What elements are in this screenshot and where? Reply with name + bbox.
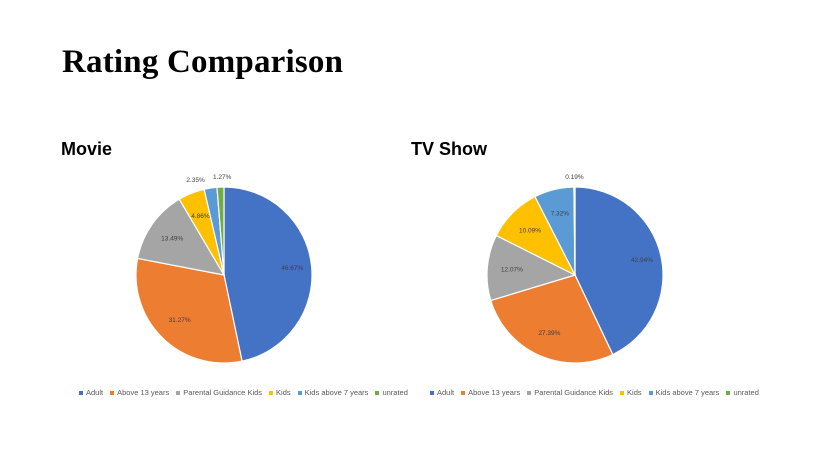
legend-label: unrated [733, 388, 759, 397]
tv-show-slice-above-13-years [490, 274, 614, 364]
legend-label: Adult [86, 388, 104, 397]
movie-data-label: 4.86% [191, 213, 210, 220]
legend-swatch [269, 390, 274, 395]
slide-title: Rating Comparison [62, 44, 344, 80]
legend-swatch [726, 390, 731, 395]
legend-label: Adult [437, 388, 455, 397]
movie-data-label: 2.35% [186, 177, 205, 184]
legend-label: Kids [627, 388, 642, 397]
legend-label: Parental Guidance Kids [534, 388, 614, 397]
legend-item: unrated [726, 388, 759, 397]
legend-swatch [648, 390, 653, 395]
legend-label: Kids above 7 years [655, 388, 720, 397]
legend-swatch [620, 390, 625, 395]
legend-swatch [176, 390, 181, 395]
legend-swatch [430, 390, 434, 395]
legend-swatch [297, 390, 302, 395]
legend-swatch [79, 390, 83, 395]
legend-label: Above 13 years [117, 388, 170, 397]
tv-show-data-label: 7.32% [551, 210, 570, 217]
legend-swatch [110, 390, 115, 395]
tv-show-slice-unrated [573, 186, 576, 276]
movie-chart-legend: Adult Above 13 years Parental Guidance Kid… [79, 388, 408, 397]
movie-slice-parental-guidance-kids [136, 198, 226, 276]
tv-show-data-label: 42.94% [631, 257, 653, 264]
legend-swatch [461, 390, 466, 395]
legend-item: Kids [620, 388, 642, 397]
tv-show-chart-legend: Adult Above 13 years Parental Guidance Kid… [430, 388, 759, 397]
legend-swatch [527, 390, 532, 395]
legend-label: unrated [382, 388, 408, 397]
legend-label: Above 13 years [468, 388, 521, 397]
legend-item: Kids above 7 years [648, 388, 720, 397]
legend-item: Adult [430, 388, 454, 397]
legend-item: Above 13 years [461, 388, 520, 397]
legend-swatch [375, 390, 380, 395]
tv-show-slice-parental-guidance-kids [486, 234, 577, 302]
legend-label: Kids [276, 388, 291, 397]
tv-show-data-label: 27.39% [538, 330, 560, 337]
legend-item: Kids above 7 years [297, 388, 369, 397]
legend-label: Kids above 7 years [304, 388, 369, 397]
legend-item: Adult [79, 388, 103, 397]
legend-item: Kids [269, 388, 291, 397]
movie-slice-above-13-years [135, 257, 243, 364]
movie-slice-unrated [216, 186, 225, 276]
movie-data-label: 13.49% [161, 236, 183, 243]
tv-show-data-label: 12.07% [501, 267, 523, 274]
movie-data-label: 1.27% [213, 174, 232, 181]
tv-show-chart-title: TV Show [411, 139, 487, 159]
tv-show-data-label: 10.09% [519, 227, 541, 234]
movie-chart-title: Movie [61, 139, 113, 159]
legend-label: Parental Guidance Kids [183, 388, 263, 397]
legend-item: Parental Guidance Kids [527, 388, 613, 397]
movie-slice-adult [223, 186, 313, 362]
tv-show-data-label: 0.19% [565, 174, 584, 181]
legend-item: Parental Guidance Kids [176, 388, 262, 397]
legend-item: unrated [375, 388, 408, 397]
movie-data-label: 46.67% [281, 265, 303, 272]
movie-data-label: 31.27% [169, 317, 191, 324]
legend-item: Above 13 years [110, 388, 169, 397]
tv-show-slice-adult [574, 186, 664, 356]
